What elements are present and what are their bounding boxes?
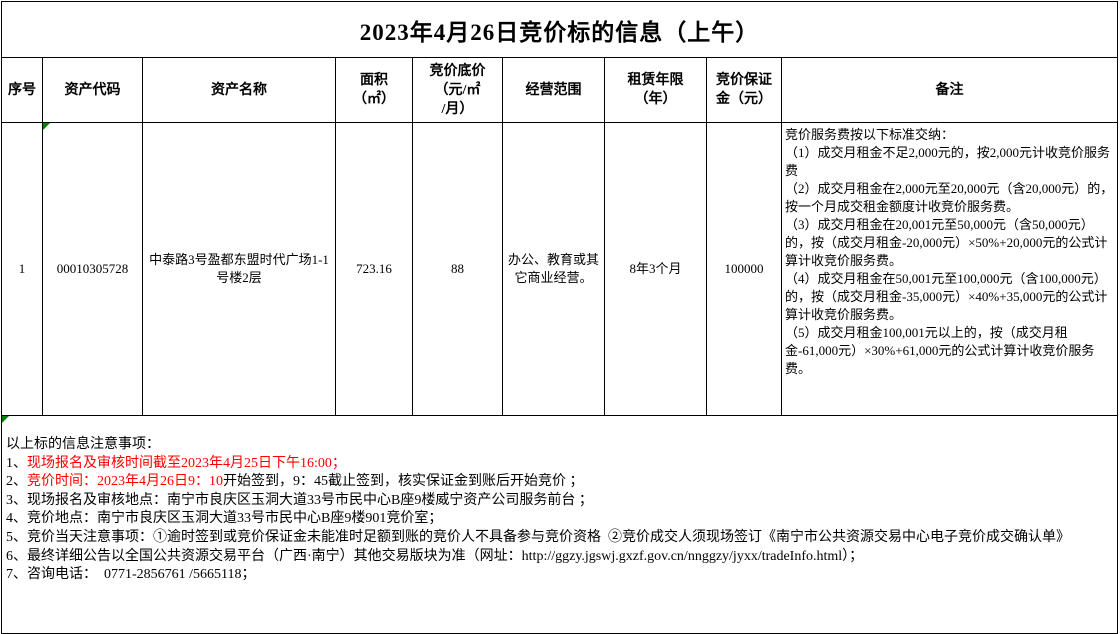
note-line-7: 7、咨询电话： 0771-2856761 /5665118； <box>6 567 256 583</box>
cell-floor-price: 88 <box>412 122 503 416</box>
table-row: 1 00010305728 中泰路3号盈都东盟时代广场1-1号楼2层 723.1… <box>1 122 1119 416</box>
col-header-remark: 备注 <box>780 57 1119 123</box>
note-2-prefix: 2、 <box>6 474 27 490</box>
corner-flag-icon <box>2 416 9 423</box>
col-header-lease-term: 租赁年限 （年） <box>604 57 707 123</box>
col-header-asset-name: 资产名称 <box>142 57 336 123</box>
note-1-prefix: 1、 <box>6 455 27 471</box>
col-header-area: 面积 （㎡） <box>335 57 413 123</box>
cell-asset-code: 00010305728 <box>42 122 143 416</box>
col-header-deposit: 竞价保证 金（元） <box>706 57 782 123</box>
col-header-business-scope: 经营范围 <box>502 57 605 123</box>
col-header-floor-price: 竞价底价 （元/㎡ /月） <box>412 57 503 123</box>
cell-lease-term: 8年3个月 <box>604 122 707 416</box>
col-header-asset-code: 资产代码 <box>42 57 143 123</box>
cell-asset-name: 中泰路3号盈都东盟时代广场1-1号楼2层 <box>142 122 336 416</box>
page-title: 2023年4月26日竞价标的信息（上午） <box>0 1 1119 58</box>
note-line-4: 4、竞价地点：南宁市良庆区玉洞大道33号市民中心B座9楼901竞价室； <box>6 511 443 527</box>
note-line-2: 2、竞价时间：2023年4月26日9：10开始签到，9：45截止签到，核实保证金… <box>6 473 1113 492</box>
note-2-rest-text: 开始签到，9：45截止签到，核实保证金到账后开始竞价 ； <box>223 474 584 490</box>
cell-seq: 1 <box>1 122 43 416</box>
title-row: 2023年4月26日竞价标的信息（上午） <box>0 1 1119 58</box>
table-header-row: 序号 资产代码 资产名称 面积 （㎡） 竞价底价 （元/㎡ /月） 经营范围 租… <box>1 57 1119 123</box>
cell-area: 723.16 <box>335 122 413 416</box>
note-line-6: 6、最终详细公告以全国公共资源交易平台（广西·南宁）其他交易版块为准（网址：ht… <box>6 548 864 564</box>
cell-business-scope: 办公、教育或其它商业经营。 <box>502 122 605 416</box>
cell-remark: 竞价服务费按以下标准交纳： （1）成交月租金不足2,000元的，按2,000元计… <box>780 122 1119 416</box>
note-line-3: 3、现场报名及审核地点：南宁市良庆区玉洞大道33号市民中心B座9楼威宁资产公司服… <box>6 492 593 508</box>
col-header-seq: 序号 <box>1 57 43 123</box>
notes-row: 以上标的信息注意事项： 1、现场报名及审核时间截至2023年4月25日下午16:… <box>0 415 1119 634</box>
asset-code-text: 00010305728 <box>56 261 129 276</box>
note-1-deadline-text: 现场报名及审核时间截至2023年4月25日下午16:00； <box>27 455 346 471</box>
cell-deposit: 100000 <box>706 122 782 416</box>
note-line-1: 1、现场报名及审核时间截至2023年4月25日下午16:00； <box>6 455 1113 474</box>
note-2-bid-time-text: 竞价时间：2023年4月26日9：10 <box>27 474 223 490</box>
corner-flag-icon <box>43 123 50 130</box>
notes-section: 以上标的信息注意事项： 1、现场报名及审核时间截至2023年4月25日下午16:… <box>0 415 1119 634</box>
notes-heading: 以上标的信息注意事项： <box>6 437 160 452</box>
note-line-5: 5、竞价当天注意事项：①逾时签到或竞价保证金未能准时足额到账的竞价人不具备参与竞… <box>6 529 1070 545</box>
